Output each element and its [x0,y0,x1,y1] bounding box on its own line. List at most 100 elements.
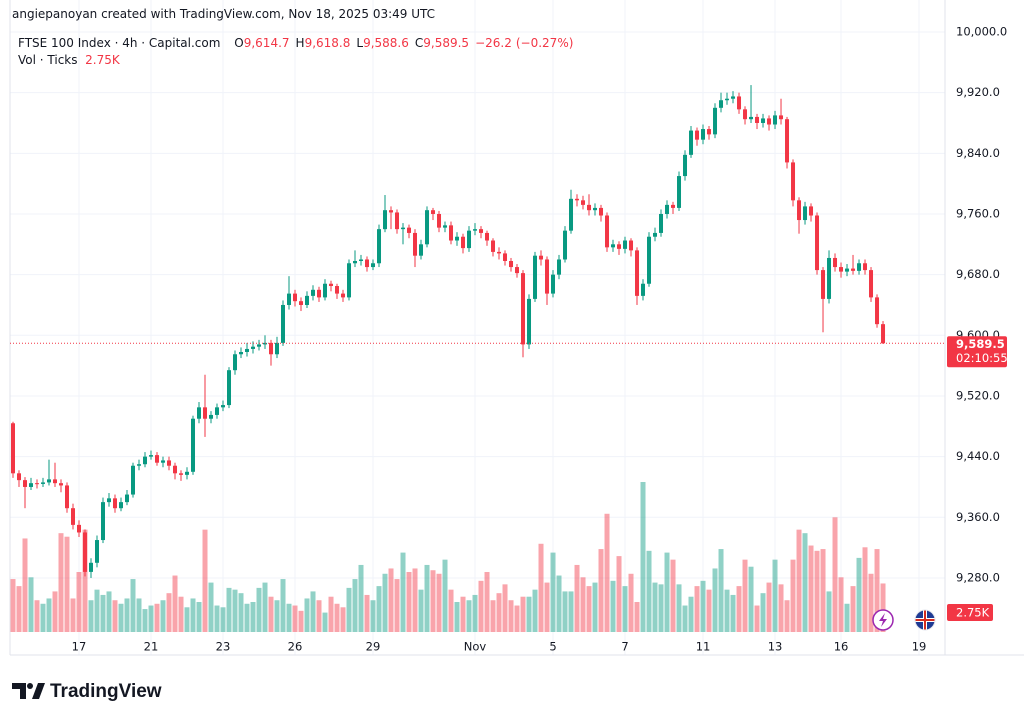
last-price-label: 9,589.5 [956,337,1005,351]
candle-body [131,465,136,495]
volume-bar [682,605,688,632]
volume-bar [550,552,556,632]
candle-body [587,204,592,211]
candle-body [149,455,154,457]
volume-bar [544,582,550,632]
symbol-title: FTSE 100 Index · 4h · Capital.com [18,36,221,50]
volume-bar [754,605,760,632]
volume-bar [322,612,328,632]
candle-body [365,259,370,268]
volume-bar [778,584,784,632]
candle-body [197,407,202,419]
candle-body [839,267,844,272]
candle-body [845,268,850,272]
axes: 9,280.09,360.09,440.09,520.09,600.09,680… [10,24,1008,654]
y-tick-label: 9,840.0 [956,146,1000,160]
volume-bar [328,596,334,632]
candle-body [539,255,544,260]
volume-bar [76,572,82,632]
volume-bar [34,600,40,632]
volume-bar [394,579,400,632]
candle-body [437,213,442,228]
x-tick-label: Nov [464,640,487,654]
candle-body [809,206,814,216]
volume-bar [340,607,346,632]
candle-body [11,423,16,474]
volume-bar [64,536,70,632]
brand-logo [12,683,45,699]
volume-bar [202,529,208,632]
candle-body [833,257,838,268]
candle-body [707,129,712,135]
volume-bar [466,600,472,632]
volume-bar [412,568,418,632]
candle-body [287,293,292,305]
candle-body [323,283,328,298]
volume-bar [178,596,184,632]
volume-bar [250,602,256,632]
flag-icon[interactable] [914,609,936,631]
volume-bar [760,593,766,632]
volume-bar [796,529,802,632]
volume-bar [628,573,634,632]
candle-body [653,232,658,237]
volume-bar [664,552,670,632]
volume-bar [592,582,598,632]
volume-bar [298,610,304,632]
x-tick-label: 17 [72,640,87,654]
volume-bar [508,600,514,632]
volume-bar [286,603,292,632]
volume-bar [52,591,58,632]
volume-bar [10,579,16,632]
volume-bar [724,589,730,632]
volume-bar [610,580,616,632]
x-tick-label: 23 [216,640,231,654]
legend-key: H [295,36,305,50]
candle-body [311,289,316,296]
candle-body [233,354,238,371]
candle-body [755,116,760,123]
volume-bar [670,559,676,632]
candle-body [509,260,514,268]
x-tick-label: 11 [696,640,711,654]
volume-bar [400,552,406,632]
x-tick-label: 21 [144,640,159,654]
x-tick-label: 7 [621,640,628,654]
candle-body [581,200,586,205]
candle-body [515,267,520,274]
candle-body [203,407,208,419]
y-tick-label: 9,760.0 [956,206,1000,220]
volume-bar [106,591,112,632]
candle-body [329,283,334,287]
volume-bar [706,589,712,632]
candle-body [173,465,178,474]
candle-body [35,483,40,485]
candle-body [77,524,82,533]
y-tick-label: 9,440.0 [956,449,1000,463]
x-tick-label: 29 [366,640,381,654]
x-tick-label: 19 [912,640,927,654]
candle-body [467,230,472,249]
candle-body [95,540,100,563]
y-tick-label: 9,520.0 [956,388,1000,402]
candle-body [377,229,382,264]
volume-bar [118,603,124,632]
volume-bar [124,598,130,632]
candle-body [599,207,604,216]
volume-bar [526,596,532,632]
volume-bar [598,549,604,632]
volume-bar [208,582,214,632]
candle-body [167,460,172,466]
legend-value: 9,589.5 [423,36,470,50]
candle-body [425,210,430,245]
volume-bar [454,602,460,632]
volume-bar [334,603,340,632]
x-tick-label: 16 [834,640,849,654]
alert-icon[interactable] [872,609,894,631]
candle-body [161,460,166,463]
volume-bar [496,593,502,632]
candle-body [53,479,58,484]
volume-bar [868,573,874,632]
